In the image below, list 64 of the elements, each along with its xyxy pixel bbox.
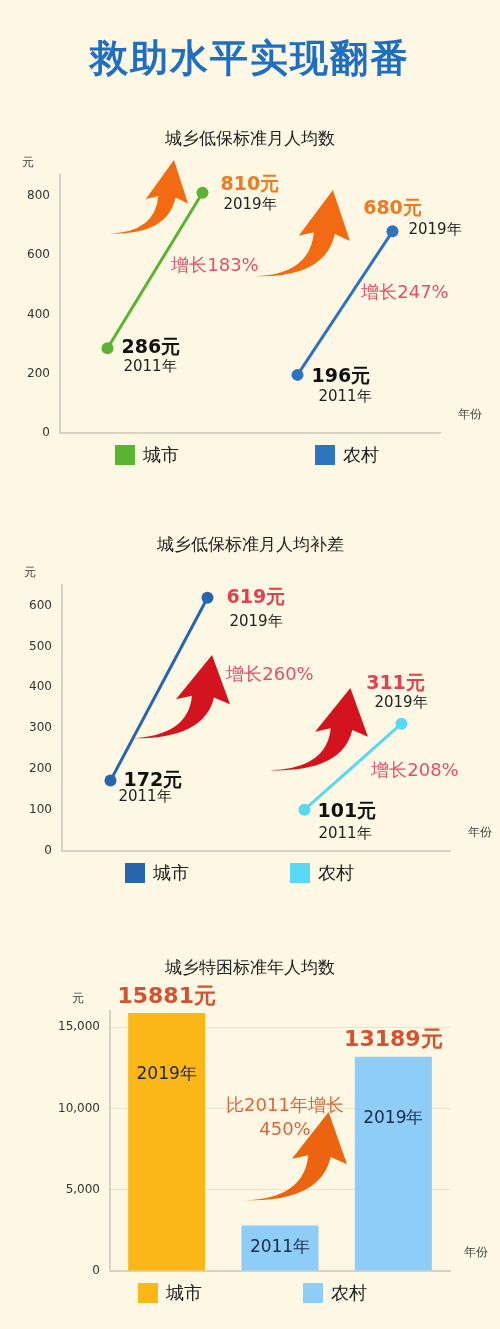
y-tick-label: 400 [27, 306, 50, 321]
y-tick-label: 600 [27, 247, 50, 262]
data-label: 311元 [366, 670, 425, 693]
bar [354, 1056, 432, 1271]
annotation: 增长208% [370, 758, 459, 780]
legend-label: 城市 [143, 443, 179, 467]
chart-title: 救助水平实现翻番 [88, 35, 411, 82]
data-label: 286元 [121, 335, 181, 358]
annotation: 增长247% [360, 280, 449, 302]
y-tick-label: 200 [29, 761, 52, 776]
y-tick-label: 100 [29, 802, 52, 817]
y-tick-label: 0 [92, 1263, 100, 1278]
y-tick-label: 15,000 [58, 1019, 100, 1034]
annotation: 增长260% [225, 662, 314, 684]
y-axis-title: 元 [22, 155, 34, 170]
chart-subtitle: 城乡低保标准月人均数 [164, 127, 336, 150]
y-tick-label: 500 [29, 638, 52, 653]
data-label: 619元 [226, 584, 286, 607]
data-label: 680元 [363, 196, 422, 219]
y-tick-label: 600 [29, 597, 52, 612]
y-tick-label: 200 [27, 365, 50, 380]
point [196, 186, 209, 199]
annotation: 2019年 [408, 219, 462, 238]
legend-label: 城市 [166, 1281, 202, 1305]
x-axis-title: 年份 [458, 407, 482, 422]
point [298, 803, 311, 816]
data-label: 196元 [311, 363, 371, 386]
annotation: 2011年 [123, 356, 177, 375]
y-tick-label: 5,000 [65, 1181, 100, 1196]
annotation: 增长183% [170, 253, 259, 275]
y-tick-label: 400 [29, 679, 52, 694]
point [395, 717, 408, 730]
x-axis-title: 年份 [464, 1245, 488, 1260]
x-axis-title: 年份 [468, 825, 492, 840]
annotation: 2011年 [318, 823, 372, 842]
data-label: 13189元 [344, 1026, 443, 1052]
legend-label: 农村 [343, 443, 379, 467]
legend-label: 城市 [153, 861, 189, 885]
annotation: 2019年 [223, 194, 277, 213]
annotation: 2019年 [374, 692, 428, 711]
legend-label: 农村 [318, 861, 354, 885]
data-label: 101元 [317, 798, 377, 821]
point [291, 368, 304, 381]
y-tick-label: 300 [29, 720, 52, 735]
data-label: 15881元 [117, 982, 216, 1008]
bar [128, 1012, 206, 1271]
y-tick-label: 10,000 [58, 1100, 100, 1115]
point [386, 225, 399, 238]
data-label: 810元 [220, 171, 280, 194]
bar [241, 1225, 319, 1271]
point [104, 774, 117, 787]
y-axis-title: 元 [72, 991, 84, 1006]
annotation: 2011年 [318, 386, 372, 405]
point [101, 342, 114, 355]
y-tick-label: 0 [44, 843, 52, 858]
annotation: 2019年 [229, 611, 283, 630]
y-tick-label: 0 [42, 425, 50, 440]
annotation: 比2011年增长450% [226, 1093, 344, 1139]
point [201, 591, 214, 604]
y-tick-label: 800 [27, 187, 50, 202]
legend-label: 农村 [331, 1281, 367, 1305]
chart-title: 城乡特困标准年人均数 [164, 956, 336, 979]
y-axis-title: 元 [24, 565, 36, 580]
chart-title: 城乡低保标准月人均补差 [155, 533, 345, 556]
